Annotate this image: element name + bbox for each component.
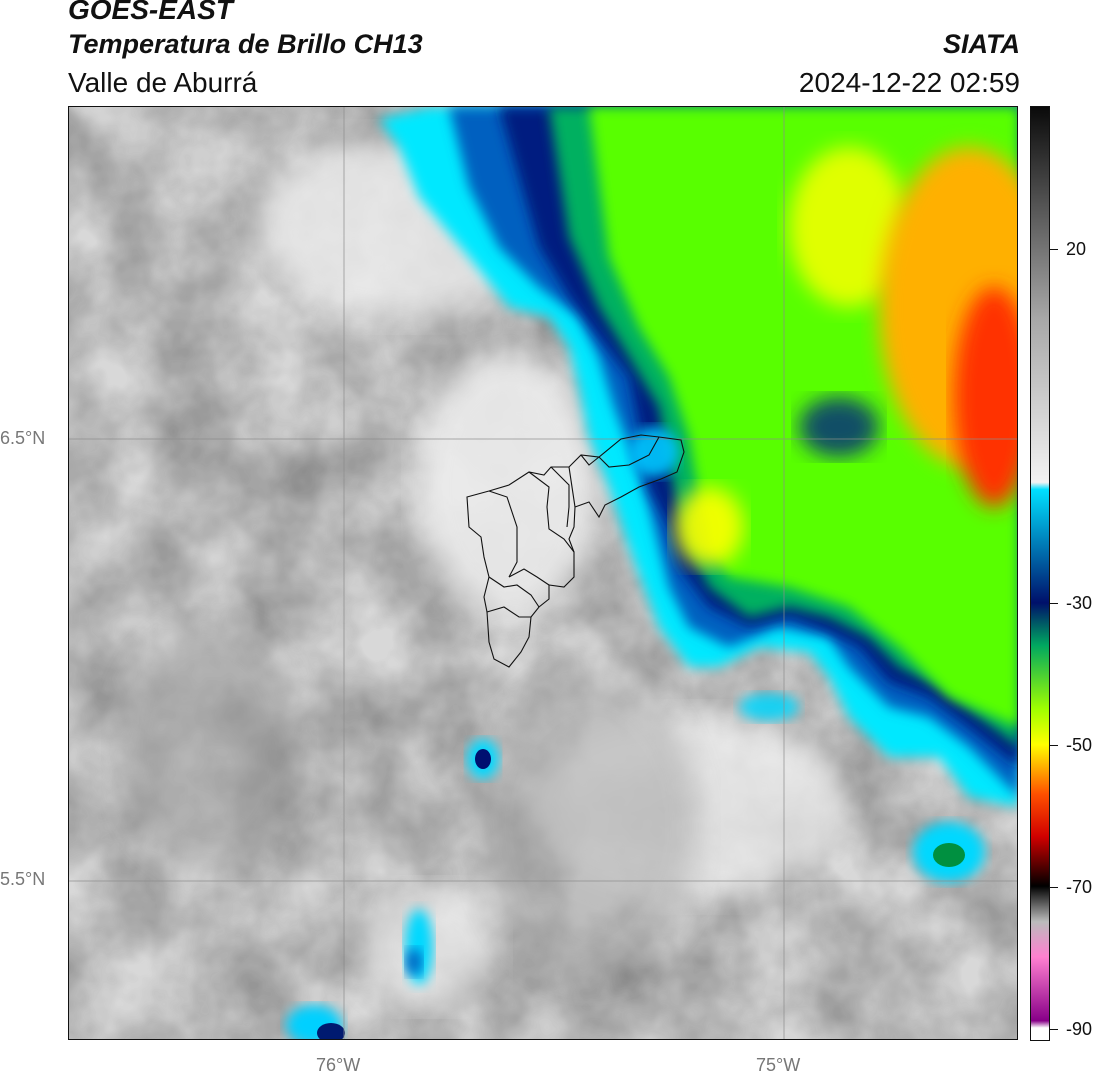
product-title: GOES-EAST bbox=[68, 0, 233, 25]
organization-label: SIATA bbox=[943, 29, 1020, 59]
colorbar-tick bbox=[1050, 249, 1058, 250]
brightness-temperature-field bbox=[69, 107, 1017, 1039]
lon-label-75w: 75°W bbox=[756, 1055, 801, 1075]
colorbar-label-20: 20 bbox=[1066, 239, 1087, 259]
satellite-map[interactable] bbox=[68, 106, 1018, 1040]
colorbar-tick bbox=[1050, 887, 1058, 888]
colorbar-gradient bbox=[1031, 107, 1049, 1040]
graticule bbox=[69, 107, 1017, 1039]
colorbar-label-minus70: -70 bbox=[1066, 877, 1093, 897]
colorbar-tick bbox=[1050, 745, 1058, 746]
municipal-boundaries bbox=[466, 434, 685, 668]
colorbar-label-minus50: -50 bbox=[1066, 735, 1093, 755]
colorbar-label-minus30: -30 bbox=[1066, 593, 1093, 613]
colorbar-tick bbox=[1050, 1029, 1058, 1030]
lat-label-5-5n: 5.5°N bbox=[0, 869, 46, 889]
region-label: Valle de Aburrá bbox=[68, 67, 258, 98]
convective-cloud-system bbox=[379, 107, 1017, 807]
colorbar-label-minus90: -90 bbox=[1066, 1019, 1093, 1039]
colorbar-tick bbox=[1050, 603, 1058, 604]
lon-label-76w: 76°W bbox=[316, 1055, 361, 1075]
channel-subtitle: Temperatura de Brillo CH13 bbox=[68, 29, 423, 59]
lat-label-6-5n: 6.5°N bbox=[0, 428, 46, 448]
colorbar bbox=[1030, 106, 1050, 1041]
timestamp-label: 2024-12-22 02:59 bbox=[798, 67, 1020, 98]
